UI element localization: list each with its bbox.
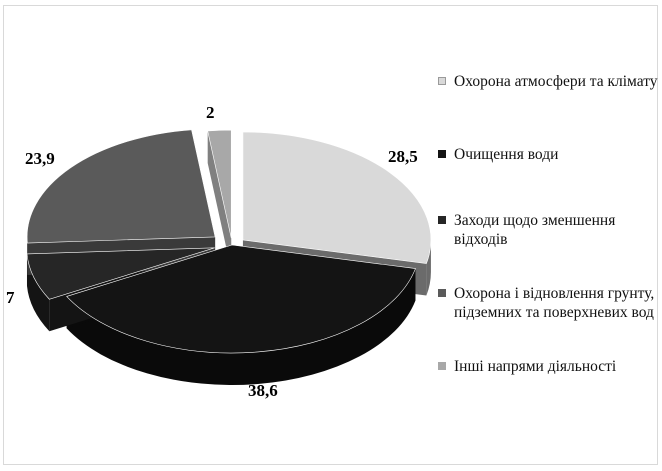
legend-label-4: Інші напрями діяльності bbox=[454, 358, 617, 375]
pie-slice-4 bbox=[207, 129, 232, 239]
data-label-4: 2 bbox=[206, 103, 215, 122]
pie-cut-4 bbox=[207, 130, 232, 271]
data-label-3: 23,9 bbox=[25, 149, 55, 168]
data-labels: 28,5 38,6 7 23,9 2 bbox=[6, 103, 418, 400]
data-label-1: 38,6 bbox=[248, 381, 278, 400]
pie-slices bbox=[26, 129, 432, 354]
pie-slice-2 bbox=[26, 247, 215, 300]
pie-slice-0 bbox=[242, 131, 432, 264]
legend-swatch-3 bbox=[438, 289, 446, 297]
legend-swatch-1 bbox=[438, 150, 446, 158]
pie-slice-3 bbox=[26, 129, 216, 244]
legend-label-2: Заходи щодо зменшення відходів bbox=[454, 212, 616, 248]
legend-swatch-4 bbox=[438, 362, 446, 370]
legend-label-3: Охорона і відновлення грунту, підземних … bbox=[454, 285, 655, 321]
pie-side-2 bbox=[26, 253, 50, 332]
legend-label-0: Охорона атмосфери та клімату bbox=[454, 73, 658, 90]
data-label-2: 7 bbox=[6, 288, 15, 307]
legend-label-1: Очищення води bbox=[454, 146, 559, 163]
data-label-0: 28,5 bbox=[388, 147, 418, 166]
legend-swatch-0 bbox=[438, 77, 446, 85]
pie-side-0 bbox=[426, 239, 431, 296]
legend-swatch-2 bbox=[438, 216, 446, 224]
pie-slice-1 bbox=[66, 244, 416, 354]
pie-side-1 bbox=[66, 268, 416, 385]
